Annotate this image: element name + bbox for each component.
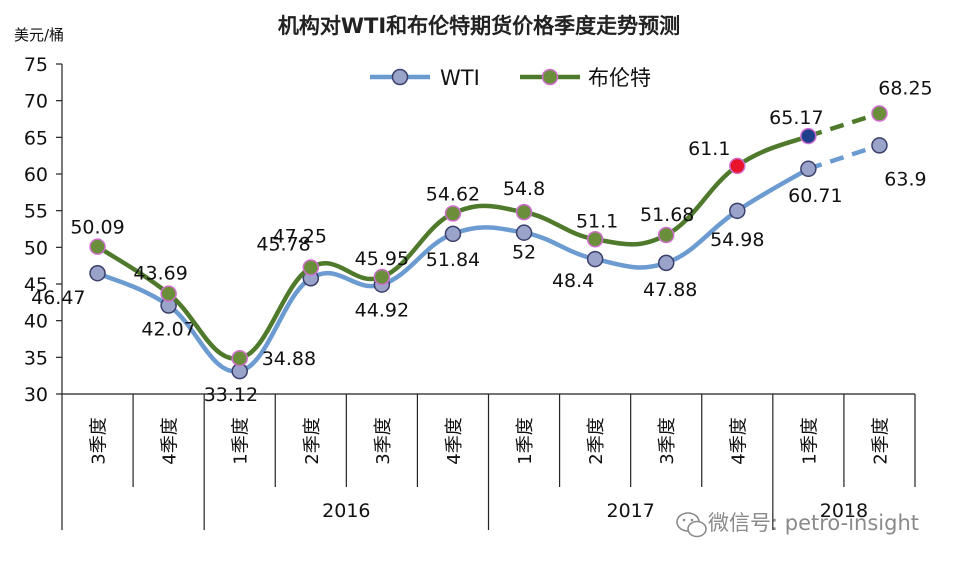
series-line [95,133,811,361]
data-label: 51.1 [576,210,618,232]
category-label: 1季度 [231,417,252,464]
legend-label: WTI [440,66,480,90]
data-label: 54.8 [503,178,545,200]
category-label: 1季度 [515,417,536,464]
data-point [231,349,248,367]
data-label: 44.92 [355,300,409,322]
data-label: 48.4 [552,270,594,292]
data-label: 51.68 [640,204,694,226]
series-forecast-line [807,111,881,139]
data-label: 65.17 [769,107,823,129]
watermark: 微信号: petro-insight [676,511,919,538]
data-label: 45.78 [256,233,310,255]
data-point [586,250,604,268]
category-label: 4季度 [160,417,181,464]
y-tick-label: 55 [24,201,48,223]
y-tick-label: 30 [24,384,48,406]
data-point [657,254,675,272]
data-label: 63.9 [884,168,926,190]
data-label: 54.98 [710,229,764,251]
data-point [373,268,391,286]
category-label: 4季度 [728,417,749,464]
data-point [586,231,604,248]
data-label: 50.09 [70,217,124,239]
data-point [302,259,320,276]
legend-marker [541,68,559,86]
data-label: 34.88 [262,348,316,370]
series-layer: 46.47 42.07 33.12 45.78 44.92 51.84 52 48.4 47.8… [31,78,933,407]
series-brent: 50.09 43.69 34.88 47.25 45.95 54.62 54.8 51.1 51… [70,78,932,371]
data-point [800,127,817,145]
data-point [729,157,746,175]
data-label: 47.88 [643,279,697,301]
series-forecast-line [807,143,881,171]
category-label: 2季度 [586,417,607,464]
data-label: 60.71 [788,185,842,207]
category-label: 3季度 [657,417,678,464]
data-point [160,285,177,302]
y-tick-label: 60 [24,164,48,186]
category-label: 1季度 [799,417,820,464]
data-label: 54.62 [426,183,480,205]
data-point [89,264,106,282]
category-label: 4季度 [444,417,465,464]
data-point [800,160,817,178]
legend-item: WTI [370,66,480,90]
legend: WTI 布伦特 [370,66,651,90]
y-tick-label: 75 [24,54,48,76]
category-label: 2季度 [302,417,323,464]
data-label: 43.69 [133,263,187,285]
y-tick-label: 50 [24,237,48,259]
wechat-icon [676,512,707,538]
chart-title: 机构对WTI和布伦特期货价格季度走势预测 [278,14,680,38]
data-point [871,137,888,154]
legend-label: 布伦特 [588,66,651,90]
y-tick-label: 70 [24,91,48,113]
year-label: 2016 [322,500,370,522]
category-axis: 3季度 4季度 1季度 2季度 3季度 4季度 1季度 2季度 3季度 4季度 1季度 2季度 2016… [61,393,916,530]
legend-item: 布伦特 [520,66,651,90]
data-label: 33.12 [204,384,258,406]
data-point [444,205,462,222]
y-tick-label: 45 [24,274,48,296]
series-line [95,166,811,374]
data-label: 61.1 [688,138,730,160]
y-tick-label: 35 [24,347,48,369]
data-point [515,224,533,241]
y-axis-unit-label: 美元/桶 [14,26,64,44]
data-point [89,238,106,255]
data-label: 68.25 [878,78,932,100]
category-label: 2季度 [870,417,891,464]
year-label: 2018 [820,500,868,522]
data-point [657,226,675,244]
watermark-text: 微信号: petro-insight [708,511,919,535]
data-label: 51.84 [426,249,480,271]
y-axis: 30 35 40 45 50 55 60 65 70 75 [24,54,63,406]
y-tick-label: 40 [24,311,48,333]
data-point [515,203,533,221]
data-label: 47.25 [273,226,327,248]
y-tick-label: 65 [24,127,48,149]
data-point [871,105,888,122]
data-label: 46.47 [31,287,85,309]
data-point [444,225,462,243]
data-point [729,202,746,220]
series-wti: 46.47 42.07 33.12 45.78 44.92 51.84 52 48.4 47.8… [31,137,927,406]
category-label: 3季度 [89,417,110,464]
data-label: 45.95 [355,248,409,270]
category-label: 3季度 [373,417,394,464]
data-label: 42.07 [141,318,195,340]
data-label: 52 [512,242,536,264]
year-label: 2017 [606,500,654,522]
legend-marker [391,68,409,86]
